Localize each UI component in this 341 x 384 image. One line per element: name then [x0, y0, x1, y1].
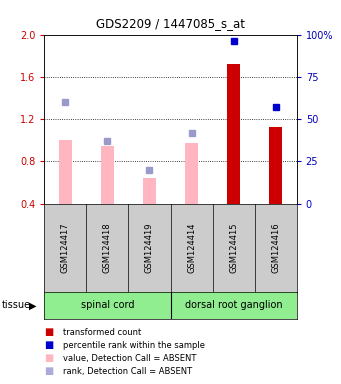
Text: GDS2209 / 1447085_s_at: GDS2209 / 1447085_s_at — [96, 17, 245, 30]
Text: GSM124419: GSM124419 — [145, 222, 154, 273]
Text: rank, Detection Call = ABSENT: rank, Detection Call = ABSENT — [63, 367, 192, 376]
Bar — [59, 140, 72, 204]
Bar — [269, 127, 282, 204]
Text: GSM124416: GSM124416 — [271, 222, 280, 273]
Text: ■: ■ — [44, 327, 54, 337]
Bar — [143, 178, 156, 204]
Text: transformed count: transformed count — [63, 328, 141, 337]
Text: GSM124417: GSM124417 — [61, 222, 70, 273]
Bar — [227, 64, 240, 204]
Text: ▶: ▶ — [29, 300, 36, 310]
Text: spinal cord: spinal cord — [81, 300, 134, 310]
Text: GSM124415: GSM124415 — [229, 222, 238, 273]
Text: GSM124418: GSM124418 — [103, 222, 112, 273]
Text: ■: ■ — [44, 353, 54, 363]
Bar — [185, 143, 198, 204]
Text: ■: ■ — [44, 340, 54, 350]
Text: ■: ■ — [44, 366, 54, 376]
Text: GSM124414: GSM124414 — [187, 222, 196, 273]
Text: value, Detection Call = ABSENT: value, Detection Call = ABSENT — [63, 354, 196, 363]
Text: percentile rank within the sample: percentile rank within the sample — [63, 341, 205, 350]
Bar — [101, 147, 114, 204]
Text: dorsal root ganglion: dorsal root ganglion — [185, 300, 282, 310]
Text: tissue: tissue — [2, 300, 31, 310]
